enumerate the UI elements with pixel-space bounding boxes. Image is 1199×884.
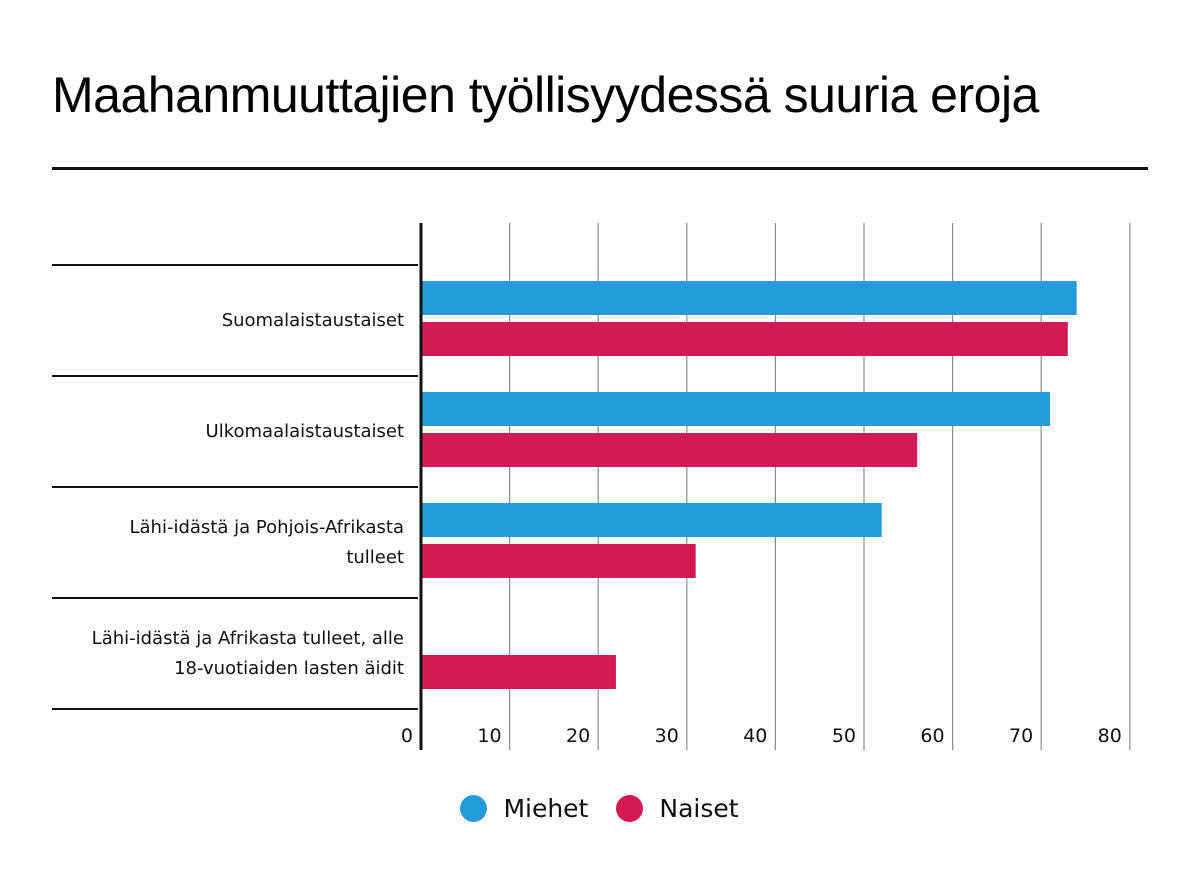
legend-item-naiset: Naiset xyxy=(616,794,739,823)
bar-naiset-3 xyxy=(422,655,616,689)
x-tick-labels: 0 10 20 30 40 50 60 70 80 xyxy=(401,725,1122,747)
chart-title: Maahanmuuttajien työllisyydessä suuria e… xyxy=(52,67,1039,123)
bar-miehet-1 xyxy=(422,392,1051,426)
legend-swatch-naiset xyxy=(616,795,644,822)
x-tick-label: 50 xyxy=(832,725,856,747)
category-label-line: tulleet xyxy=(346,546,404,568)
x-tick-label: 0 xyxy=(401,725,413,747)
bars xyxy=(422,281,1077,689)
legend-swatch-miehet xyxy=(460,795,488,822)
bar-miehet-2 xyxy=(422,503,882,537)
category-label: Lähi-idästä ja Pohjois-Afrikasta tulleet xyxy=(54,513,405,573)
bar-naiset-0 xyxy=(422,322,1068,356)
category-label: Ulkomaalaistaustaiset xyxy=(54,417,404,447)
x-tick-label: 40 xyxy=(743,725,767,747)
category-label-line: 18-vuotiaiden lasten äidit xyxy=(174,657,404,679)
category-label-line: Lähi-idästä ja Afrikasta tulleet, alle xyxy=(91,627,404,649)
legend-item-miehet: Miehet xyxy=(460,794,588,823)
legend-label-naiset: Naiset xyxy=(659,794,739,823)
category-separators xyxy=(52,264,418,710)
x-tick-label: 20 xyxy=(566,725,590,747)
x-tick-label: 80 xyxy=(1098,725,1122,747)
bar-miehet-0 xyxy=(422,281,1077,315)
bar-naiset-2 xyxy=(422,544,696,578)
x-tick-label: 60 xyxy=(920,725,944,747)
legend-label-miehet: Miehet xyxy=(503,794,589,823)
x-tick-label: 10 xyxy=(477,725,501,747)
title-divider xyxy=(52,167,1148,170)
x-tick-label: 30 xyxy=(655,725,679,747)
x-tick-label: 70 xyxy=(1009,725,1033,747)
category-label: Lähi-idästä ja Afrikasta tulleet, alle 18… xyxy=(54,624,404,684)
category-label-line: Lähi-idästä ja Pohjois-Afrikasta xyxy=(129,516,405,538)
legend: Miehet Naiset xyxy=(0,794,1199,823)
category-label-line: Ulkomaalaistaustaiset xyxy=(205,420,404,442)
bar-naiset-1 xyxy=(422,433,918,467)
category-label: Suomalaistaustaiset xyxy=(54,306,404,336)
category-label-line: Suomalaistaustaiset xyxy=(221,309,404,331)
